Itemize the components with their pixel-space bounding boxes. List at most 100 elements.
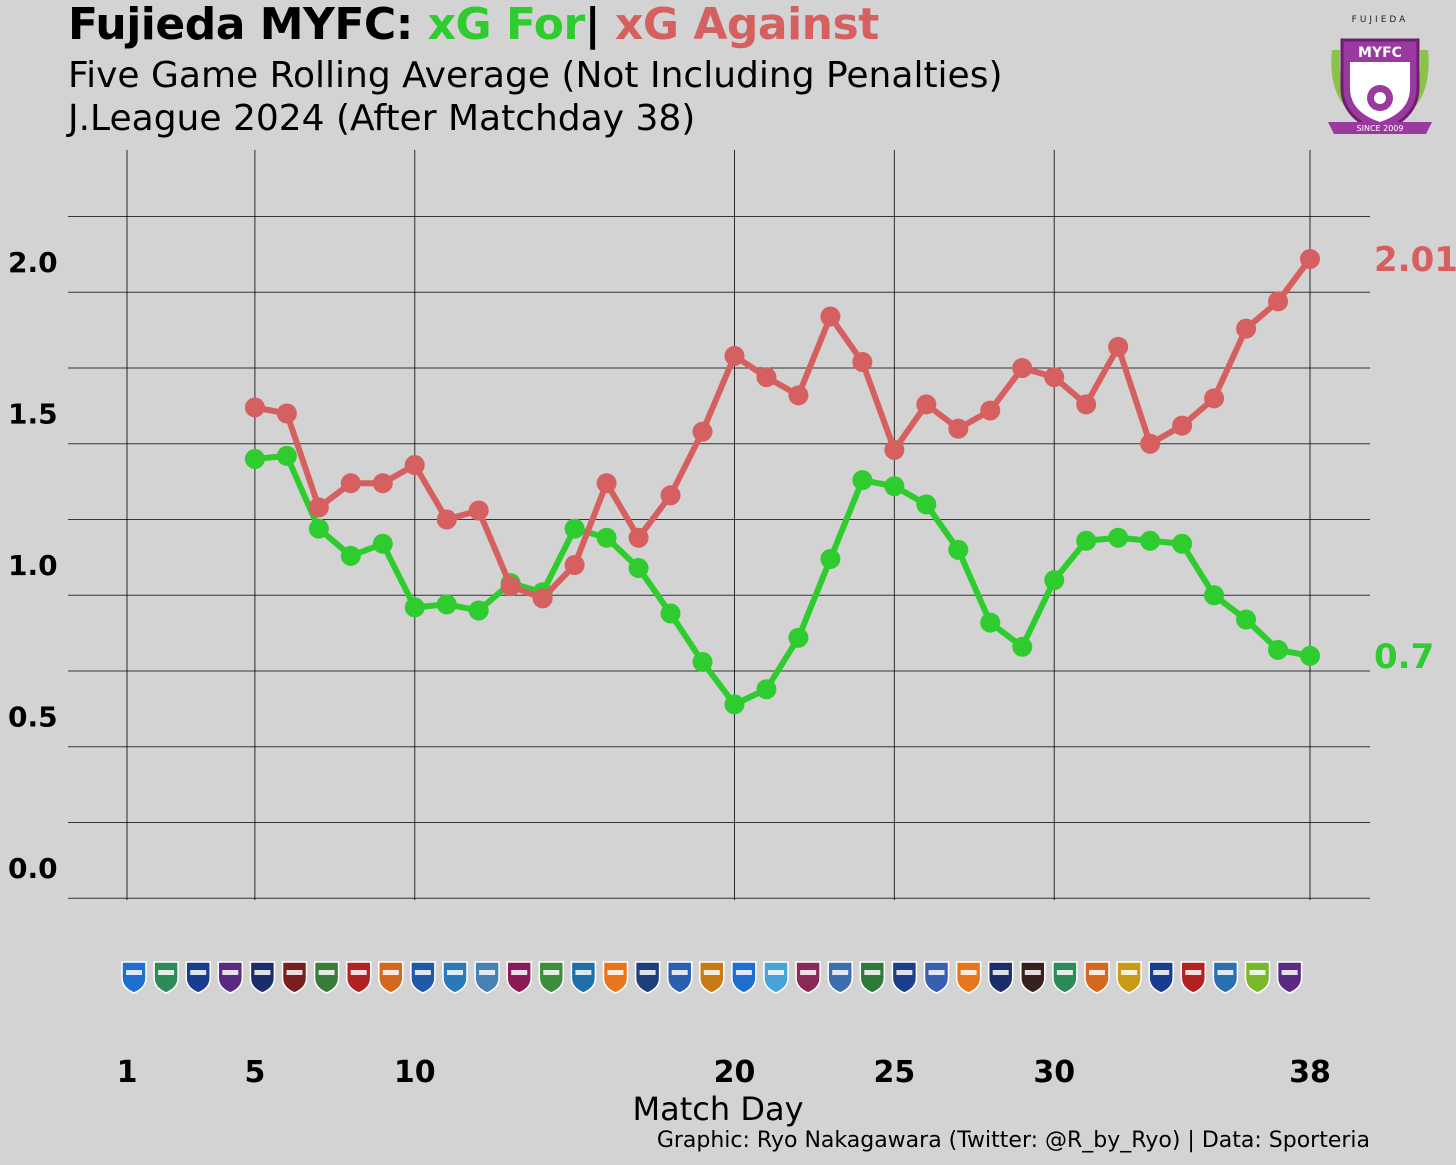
x-tick-label: 1 [117, 1055, 138, 1090]
data-point-xg-for [1172, 533, 1193, 554]
opponent-badge-icon [1244, 961, 1271, 994]
data-point-xg-for [692, 651, 713, 672]
data-point-xg-against [308, 497, 329, 518]
opponent-badge-icon [410, 961, 436, 994]
opponent-badge-band [190, 970, 207, 975]
opponent-badge-icon [1052, 961, 1078, 994]
x-tick-label: 5 [244, 1055, 265, 1090]
opponent-badge-icon [570, 961, 597, 994]
opponent-badge-icon [345, 961, 372, 994]
opponent-badge-icon [731, 961, 757, 994]
data-point-xg-against [980, 400, 1001, 421]
opponent-badge-band [671, 970, 688, 975]
opponent-badge-icon [1020, 961, 1046, 994]
opponent-badge-icon [313, 961, 340, 994]
data-point-xg-against [724, 345, 745, 366]
data-point-xg-for [340, 545, 361, 566]
opponent-badge-icon [1116, 961, 1142, 994]
data-point-xg-for [244, 448, 265, 469]
data-point-xg-for [756, 679, 777, 700]
opponent-badge-icon [185, 961, 211, 994]
opponent-badge-band [1089, 970, 1105, 975]
opponent-badge-band [832, 970, 849, 975]
opponent-badge-icon [602, 961, 629, 994]
opponent-badge-icon [442, 961, 468, 994]
data-point-xg-for [820, 548, 841, 569]
opponent-badge-icon [1276, 961, 1303, 994]
crest-top-text: FUJIEDA [1352, 15, 1409, 25]
data-point-xg-for [1076, 530, 1097, 551]
opponent-badge-band [286, 970, 303, 975]
data-point-xg-for [1204, 585, 1225, 606]
data-point-xg-against [692, 421, 713, 442]
opponent-badge-band [864, 970, 881, 975]
opponent-badge-band [928, 970, 945, 975]
opponent-badge-icon [217, 961, 244, 994]
data-point-xg-against [1108, 336, 1129, 357]
crest-ribbon-text: SINCE 2009 [1357, 124, 1404, 133]
opponent-badge-icon [1212, 961, 1239, 994]
opponent-badge-band [447, 970, 463, 975]
data-point-xg-against [1044, 367, 1065, 388]
title-xg-against: xG Against [615, 0, 879, 50]
data-point-xg-for [724, 694, 745, 715]
data-point-xg-for [660, 603, 681, 624]
data-point-xg-against [1140, 433, 1161, 454]
opponent-badge-band [960, 970, 977, 975]
end-label-xg-for: 0.7 [1374, 637, 1434, 677]
opponent-badge-icon [538, 961, 565, 994]
y-tick-label: 0.0 [8, 852, 58, 885]
opponent-badge-icon [634, 961, 661, 994]
chart-title: Fujieda MYFC: xG For| xG Against [68, 0, 879, 50]
y-tick-label: 1.5 [8, 398, 58, 431]
data-point-xg-for [628, 558, 649, 579]
data-point-xg-against [468, 500, 489, 521]
data-point-xg-for [276, 445, 297, 466]
data-point-xg-for [1268, 639, 1289, 660]
data-point-xg-for [564, 518, 585, 539]
data-point-xg-for [436, 594, 457, 615]
data-point-xg-for [1108, 527, 1129, 548]
data-point-xg-against [276, 403, 297, 424]
opponent-badge-icon [1180, 961, 1207, 994]
opponent-badge-band [768, 970, 784, 975]
data-point-xg-for [1140, 530, 1161, 551]
data-point-xg-for [980, 612, 1001, 633]
club-crest-logo: FUJIEDA MYFC SINCE 2009 [1328, 15, 1432, 134]
data-point-xg-against [340, 473, 361, 494]
opponent-badge-band [1217, 970, 1234, 975]
opponent-badge-icon [1084, 961, 1110, 994]
opponent-badge-band [1056, 970, 1073, 975]
x-tick-label: 20 [714, 1055, 756, 1090]
data-point-xg-for [852, 470, 873, 491]
opponent-badge-band [350, 970, 367, 975]
data-point-xg-for [884, 476, 905, 497]
opponent-badge-icon [859, 961, 886, 994]
opponent-badge-icon [153, 961, 179, 994]
x-tick-label: 30 [1033, 1055, 1075, 1090]
x-tick-label: 25 [873, 1055, 915, 1090]
opponent-badge-band [479, 970, 496, 975]
opponent-badge-icon [378, 961, 404, 994]
opponent-badge-band [735, 970, 752, 975]
data-point-xg-against [500, 576, 521, 597]
data-point-xg-for [948, 539, 969, 560]
data-point-xg-against [948, 418, 969, 439]
data-point-xg-against [756, 367, 777, 388]
data-point-xg-against [788, 385, 809, 406]
opponent-badge-band [639, 970, 656, 975]
opponent-badge-band [1153, 970, 1170, 975]
data-point-xg-against [1204, 388, 1225, 409]
opponent-badge-band [703, 970, 720, 975]
series-line-xg-against [251, 255, 1313, 602]
opponent-badge-band [382, 970, 399, 975]
opponent-badge-icon [281, 961, 308, 994]
data-point-xg-against [628, 527, 649, 548]
opponent-badge-band [607, 970, 624, 975]
opponent-badge-band [222, 970, 239, 975]
data-point-xg-against [1012, 358, 1033, 379]
data-point-xg-against [884, 439, 905, 460]
data-point-xg-for [596, 527, 617, 548]
data-point-xg-for [788, 627, 809, 648]
